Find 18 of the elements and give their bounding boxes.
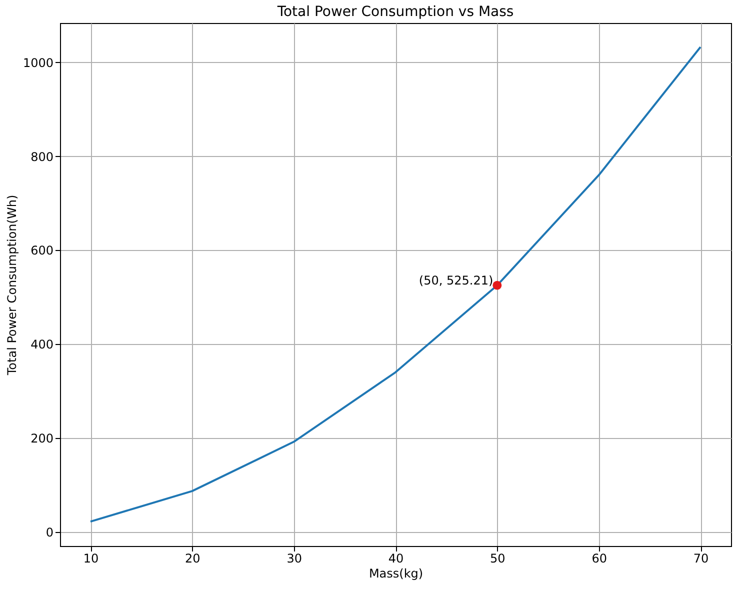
y-tick-label: 400 (30, 338, 54, 352)
y-tick-label: 0 (46, 525, 54, 540)
x-tick-label: 20 (185, 552, 200, 566)
y-axis-title: Total Power Consumption(Wh) (4, 194, 19, 376)
y-tick-label: 1000 (22, 56, 54, 70)
x-tick-label: 40 (388, 552, 404, 566)
x-tick-label: 60 (592, 552, 607, 566)
x-tick-label: 50 (490, 552, 506, 566)
chart-title: Total Power Consumption vs Mass (276, 4, 514, 20)
x-tick-label: 10 (83, 552, 99, 566)
y-tick-label: 200 (30, 432, 54, 446)
line-series (90, 46, 702, 523)
y-tick-label: 600 (30, 244, 54, 258)
annotation: (50, 525.21) (418, 273, 494, 288)
x-axis-title: Mass(kg) (368, 566, 424, 580)
y-tick-label: 800 (30, 150, 54, 164)
x-tick-label: 70 (693, 552, 709, 566)
x-tick-label: 30 (286, 552, 302, 566)
